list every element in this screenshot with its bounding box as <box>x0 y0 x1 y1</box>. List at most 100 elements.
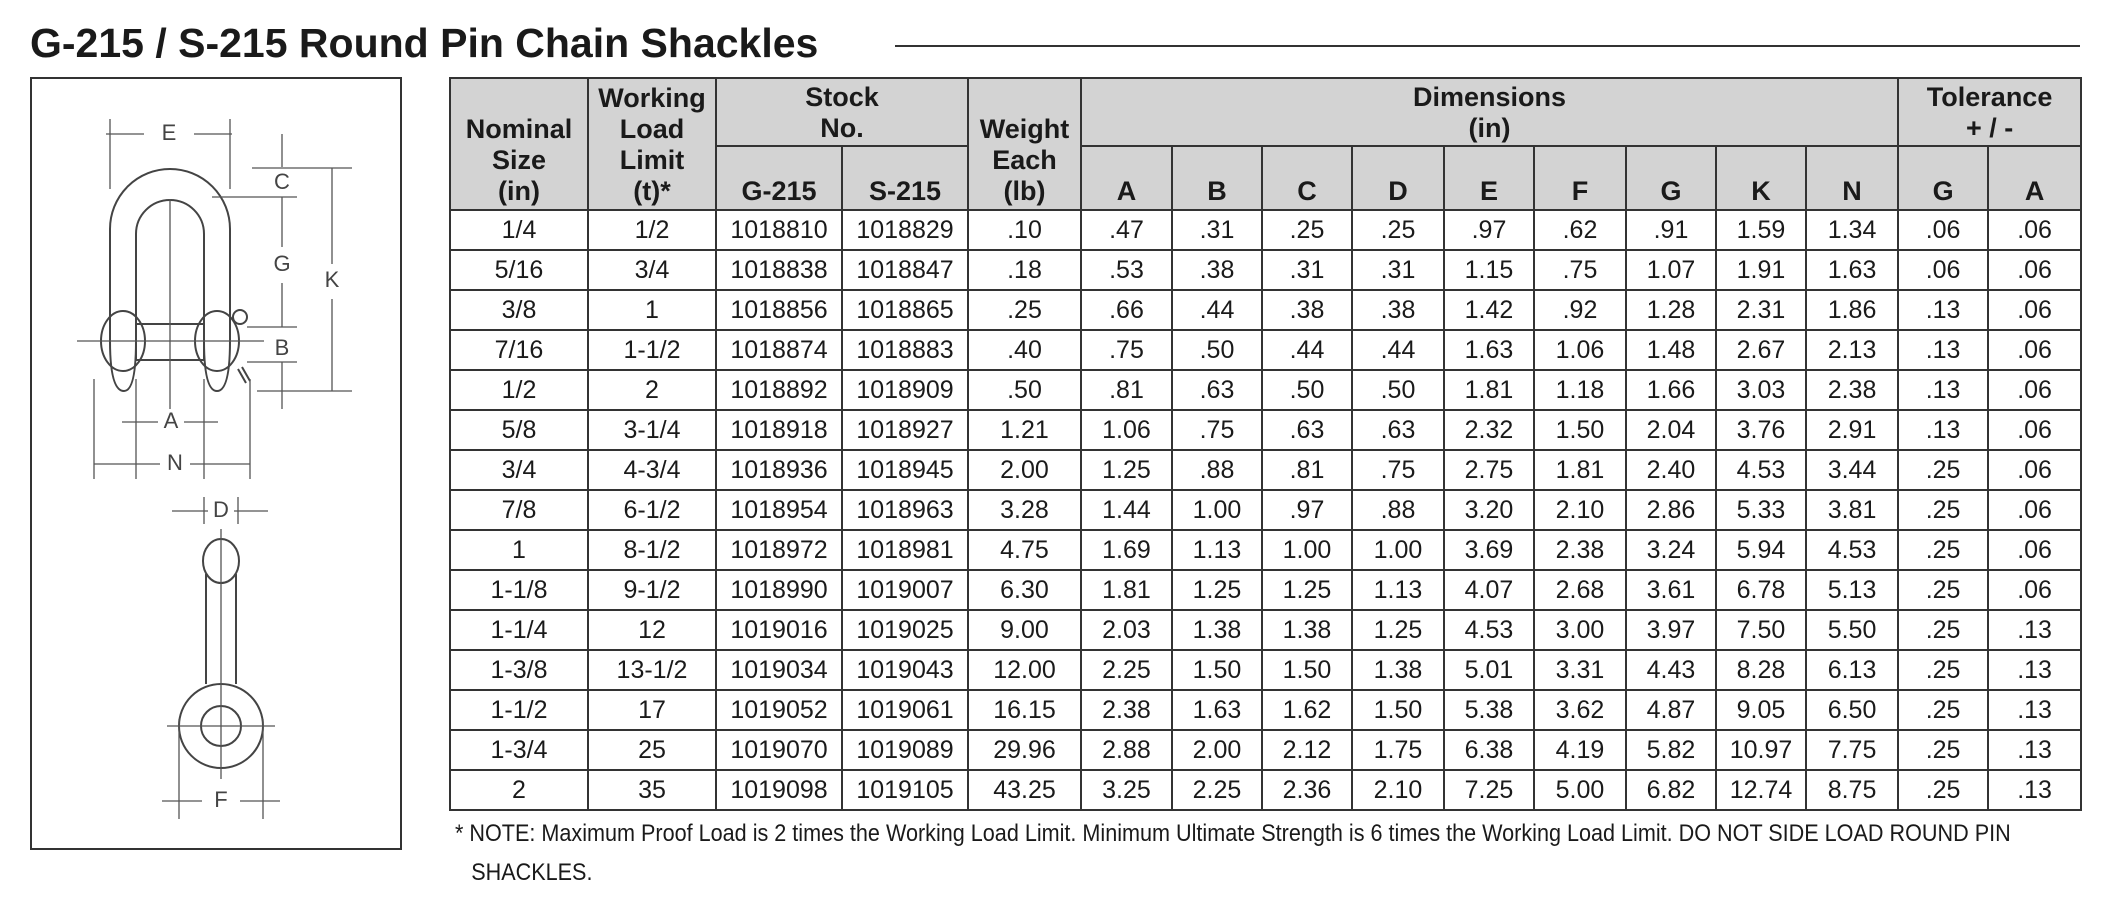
table-cell: .63 <box>1171 369 1263 411</box>
table-row: 7/8 6-1/2 1018954 1018963 3.28 1.44 1.00.97.88… <box>449 489 2083 531</box>
table-cell: 7.25 <box>1443 769 1535 811</box>
table-cell: 2.25 <box>1080 649 1173 691</box>
table-cell: 3.61 <box>1625 569 1717 611</box>
table-cell: 1.13 <box>1171 529 1263 571</box>
table-cell: 2.75 <box>1443 449 1535 491</box>
table-cell: .25 <box>1897 569 1990 611</box>
table-cell: 25 <box>587 729 717 771</box>
table-cell: 2.13 <box>1804 329 1900 371</box>
table-row: 1 8-1/2 1018972 1018981 4.75 1.69 1.13 1.00 1.00… <box>449 529 2083 571</box>
table-cell: .25 <box>1897 449 1990 491</box>
table-cell: 1.21 <box>967 409 1082 451</box>
table-cell: 1019025 <box>841 609 969 651</box>
table-cell: .13 <box>1987 729 2083 771</box>
table-cell: 8.75 <box>1804 769 1900 811</box>
table-cell: 1.66 <box>1625 369 1717 411</box>
column-header: G <box>1625 145 1717 211</box>
table-cell: 1.81 <box>1533 449 1627 491</box>
table-cell: 5.13 <box>1804 569 1900 611</box>
table-cell: 2.00 <box>967 449 1082 491</box>
table-cell: 1.13 <box>1351 569 1445 611</box>
table-cell: 13-1/2 <box>587 649 717 691</box>
dimension-label: A <box>164 408 179 433</box>
table-cell: 1018945 <box>841 449 969 491</box>
column-header: Weight Each (lb) <box>967 77 1082 211</box>
table-cell: .25 <box>1897 769 1990 811</box>
table-cell: 3.25 <box>1080 769 1173 811</box>
table-row: 3/4 4-3/4 1018936 1018945 2.00 1.25.88.81.75 2… <box>449 449 2083 491</box>
column-header: K <box>1715 145 1807 211</box>
table-cell: 1018909 <box>841 369 969 411</box>
table-cell: 1.63 <box>1171 689 1263 731</box>
table-cell: 12.74 <box>1715 769 1807 811</box>
table-cell: 3-1/4 <box>587 409 717 451</box>
table-row: 7/16 1-1/2 1018874 1018883.40.75.50.44.44 1.… <box>449 329 2083 371</box>
column-header: C <box>1261 145 1353 211</box>
table-cell: 1.25 <box>1080 449 1173 491</box>
table-cell: 1019016 <box>715 609 843 651</box>
table-cell: 4.43 <box>1625 649 1717 691</box>
table-cell: 1018927 <box>841 409 969 451</box>
table-cell: .06 <box>1897 249 1990 291</box>
table-cell: 9-1/2 <box>587 569 717 611</box>
table-cell: 1.06 <box>1533 329 1627 371</box>
table-cell: 1.44 <box>1080 489 1173 531</box>
table-cell: .50 <box>1171 329 1263 371</box>
table-cell: 6.82 <box>1625 769 1717 811</box>
table-cell: 1.59 <box>1715 209 1807 251</box>
table-cell: 1/4 <box>449 209 589 251</box>
table-cell: 5.94 <box>1715 529 1807 571</box>
table-cell: .31 <box>1351 249 1445 291</box>
dimension-label: N <box>167 450 183 475</box>
table-cell: 2.86 <box>1625 489 1717 531</box>
table-cell: 5/16 <box>449 249 589 291</box>
table-cell: 1-1/8 <box>449 569 589 611</box>
group-header: Tolerance + / - <box>1897 77 2083 147</box>
table-cell: .06 <box>1987 329 2083 371</box>
table-cell: 3/8 <box>449 289 589 331</box>
table-cell: 4.53 <box>1715 449 1807 491</box>
table-cell: .25 <box>967 289 1082 331</box>
table-cell: .25 <box>1897 609 1990 651</box>
table-cell: 2.36 <box>1261 769 1353 811</box>
table-cell: 2.38 <box>1080 689 1173 731</box>
table-cell: 1018954 <box>715 489 843 531</box>
table-cell: 6.13 <box>1804 649 1900 691</box>
table-cell: .81 <box>1080 369 1173 411</box>
shackle-diagram: E C G K B A N D F <box>30 77 402 850</box>
table-cell: 2.03 <box>1080 609 1173 651</box>
table-cell: .06 <box>1987 209 2083 251</box>
table-cell: .06 <box>1987 289 2083 331</box>
table-cell: .13 <box>1897 329 1990 371</box>
table-row: 1-1/2 17 1019052 1019061 16.15 2.38 1.63 1.62 1.… <box>449 689 2083 731</box>
table-cell: .40 <box>967 329 1082 371</box>
dimension-label: F <box>214 787 227 812</box>
table-cell: 7.50 <box>1715 609 1807 651</box>
table-cell: 2.00 <box>1171 729 1263 771</box>
table-cell: 3.31 <box>1533 649 1627 691</box>
table-cell: 2.68 <box>1533 569 1627 611</box>
table-cell: .75 <box>1080 329 1173 371</box>
table-cell: 12.00 <box>967 649 1082 691</box>
table-cell: 1018892 <box>715 369 843 411</box>
table-cell: 5.00 <box>1533 769 1627 811</box>
table-cell: 35 <box>587 769 717 811</box>
table-cell: .50 <box>1261 369 1353 411</box>
table-cell: 2.38 <box>1804 369 1900 411</box>
table-cell: 1019052 <box>715 689 843 731</box>
table-cell: .88 <box>1351 489 1445 531</box>
table-cell: 1.81 <box>1443 369 1535 411</box>
table-row: 5/16 3/4 1018838 1018847.18.53.38.31.31 1.15… <box>449 249 2083 291</box>
table-cell: 1/2 <box>449 369 589 411</box>
table-cell: 1018972 <box>715 529 843 571</box>
table-cell: 7/16 <box>449 329 589 371</box>
table-cell: 1.86 <box>1804 289 1900 331</box>
table-cell: 6.30 <box>967 569 1082 611</box>
table-row: 3/8 1 1018856 1018865.25.66.44.38.38 1.42.92… <box>449 289 2083 331</box>
table-cell: 1.42 <box>1443 289 1535 331</box>
table-cell: 3.28 <box>967 489 1082 531</box>
table-cell: 1.50 <box>1261 649 1353 691</box>
table-cell: .18 <box>967 249 1082 291</box>
table-cell: .62 <box>1533 209 1627 251</box>
table-cell: 3.44 <box>1804 449 1900 491</box>
